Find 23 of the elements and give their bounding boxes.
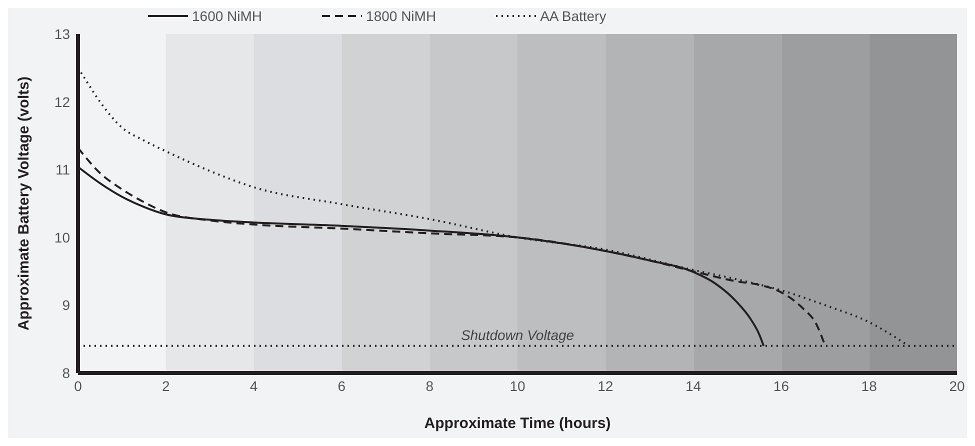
x-tick-label: 8 — [426, 378, 434, 394]
y-tick-label: 9 — [62, 297, 70, 314]
x-tick-label: 2 — [162, 378, 170, 394]
y-axis-title: Approximate Battery Voltage (volts) — [15, 76, 32, 330]
x-tick-label: 6 — [338, 378, 346, 394]
y-tick-label: 13 — [54, 26, 70, 42]
x-tick-label: 12 — [598, 378, 614, 394]
ref-line-label: Shutdown Voltage — [460, 326, 574, 343]
y-tick-label: 10 — [54, 229, 70, 246]
x-tick-label: 20 — [949, 378, 965, 394]
legend-label: 1600 NiMH — [192, 8, 262, 24]
x-tick-label: 18 — [861, 378, 878, 394]
x-tick-label: 10 — [510, 378, 526, 394]
x-tick-label: 4 — [250, 378, 258, 394]
x-tick-label: 0 — [74, 378, 82, 394]
legend-label: AA Battery — [540, 8, 606, 24]
x-tick-label: 14 — [686, 378, 702, 394]
y-tick-label: 8 — [62, 364, 70, 381]
x-axis-title: Approximate Time (hours) — [424, 415, 611, 432]
y-tick-label: 11 — [55, 162, 70, 178]
legend-label: 1800 NiMH — [366, 8, 436, 24]
y-tick-label: 12 — [54, 94, 70, 110]
x-tick-label: 16 — [773, 378, 790, 394]
